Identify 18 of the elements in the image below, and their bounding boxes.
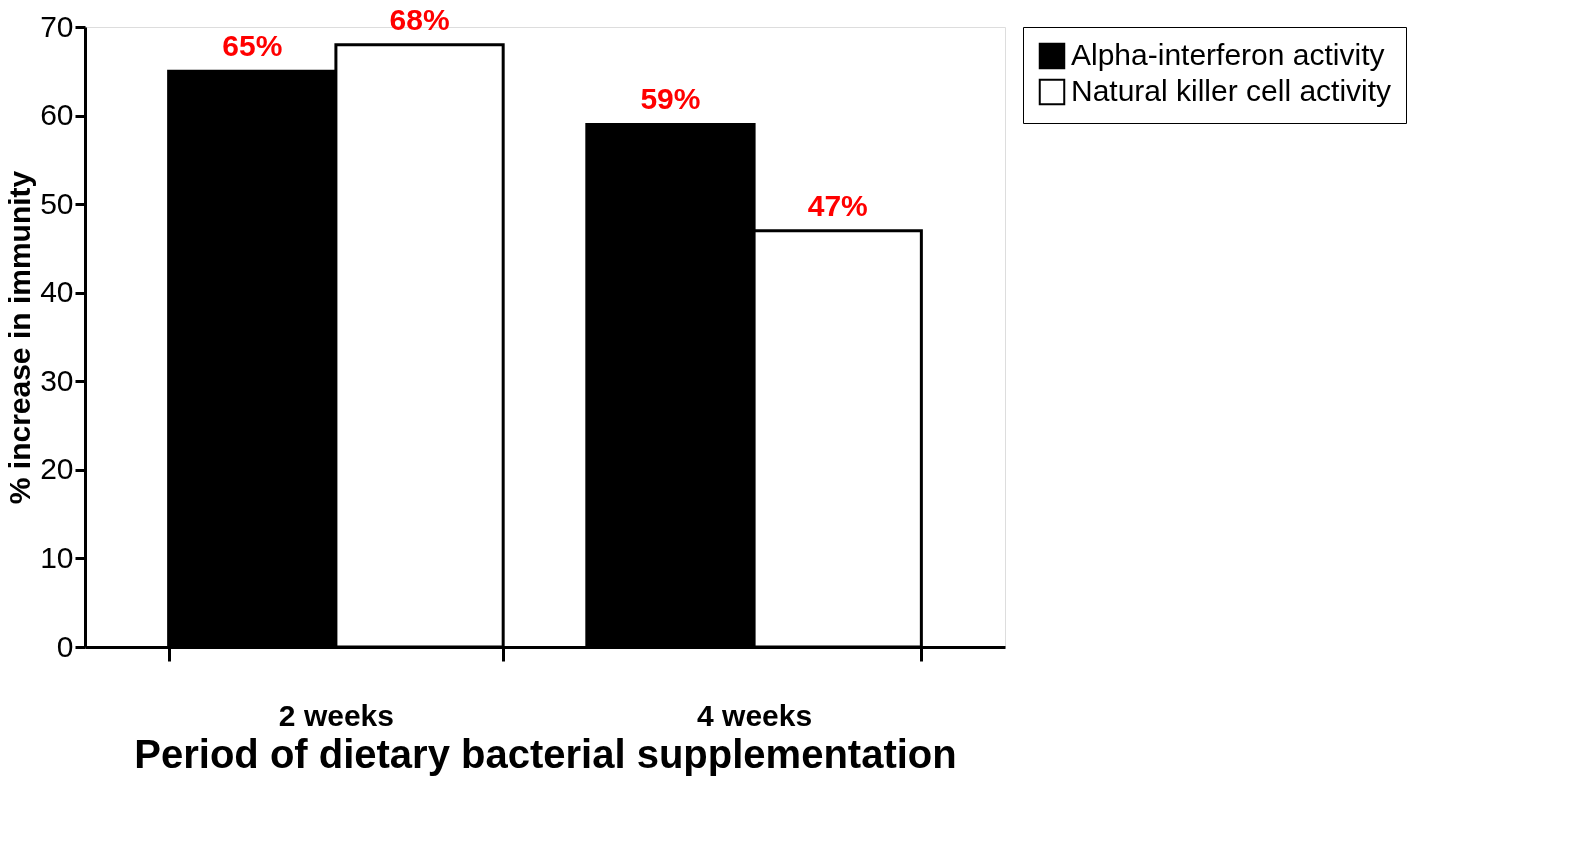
legend-label: Natural killer cell activity [1071,74,1392,107]
text: 65% [222,29,283,63]
x-tick-label: 4 weeks [697,698,813,732]
x-axis-title: Period of dietary bacterial supplementation [134,731,957,776]
y-axis-title: % increase in immunity [3,170,37,505]
text: 68% [389,2,450,36]
y-tick-label: 0 [56,629,74,663]
y-tick-label: 60 [40,98,74,132]
y-tick-label: 50 [40,186,74,220]
legend-label: Alpha-interferon activity [1071,38,1385,71]
y-tick-label: 10 [40,540,74,574]
text: 59% [640,82,701,116]
y-tick-label: 20 [40,452,74,486]
text: 47% [807,188,868,222]
y-tick-label: 40 [40,275,74,309]
x-tick-label: 2 weeks [278,698,394,732]
y-tick-label: 30 [40,363,74,397]
y-tick-label: 70 [40,9,74,43]
